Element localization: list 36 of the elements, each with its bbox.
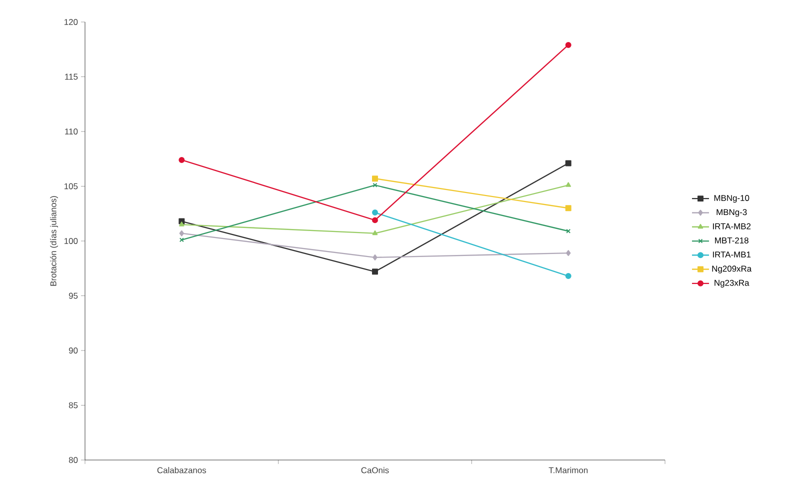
y-tick-label: 120 <box>64 19 78 25</box>
legend-label: Ng209xRa <box>712 266 752 274</box>
point <box>372 254 378 260</box>
point <box>372 268 378 275</box>
point <box>565 205 572 212</box>
legend-label: MBNg-10 <box>714 194 750 203</box>
point <box>372 176 378 182</box>
point <box>566 250 571 256</box>
point <box>566 182 571 187</box>
y-tick-label: 115 <box>65 74 78 80</box>
point <box>179 222 184 226</box>
x-tick-label: T.Marimon <box>548 467 588 474</box>
y-tick-label: 110 <box>65 128 78 134</box>
legend-label: MBNg-3 <box>716 209 747 217</box>
point <box>372 217 378 224</box>
point <box>179 230 184 236</box>
y-tick-label: 100 <box>64 238 78 244</box>
y-axis-title: Brotación (días julianos) <box>50 196 58 286</box>
legend-label: IRTA-MB2 <box>713 223 751 230</box>
legend-label: MBT-218 <box>715 237 748 244</box>
point <box>565 273 572 280</box>
y-tick-label: 80 <box>68 457 78 463</box>
x-tick-label: Calabazanos <box>157 467 206 474</box>
y-tick-label: 85 <box>68 402 78 408</box>
y-tick-label: 95 <box>68 292 78 299</box>
legend-label: Ng23xRa <box>714 280 750 288</box>
point <box>565 160 572 166</box>
legend-label: IRTA-MB1 <box>713 252 751 258</box>
point <box>565 42 572 48</box>
point <box>178 156 185 163</box>
point <box>372 230 378 236</box>
y-tick-label: 105 <box>64 183 78 190</box>
x-tick-label: CaOnis <box>361 467 389 474</box>
y-tick-label: 90 <box>68 348 78 354</box>
point <box>372 182 378 188</box>
point <box>372 210 378 216</box>
